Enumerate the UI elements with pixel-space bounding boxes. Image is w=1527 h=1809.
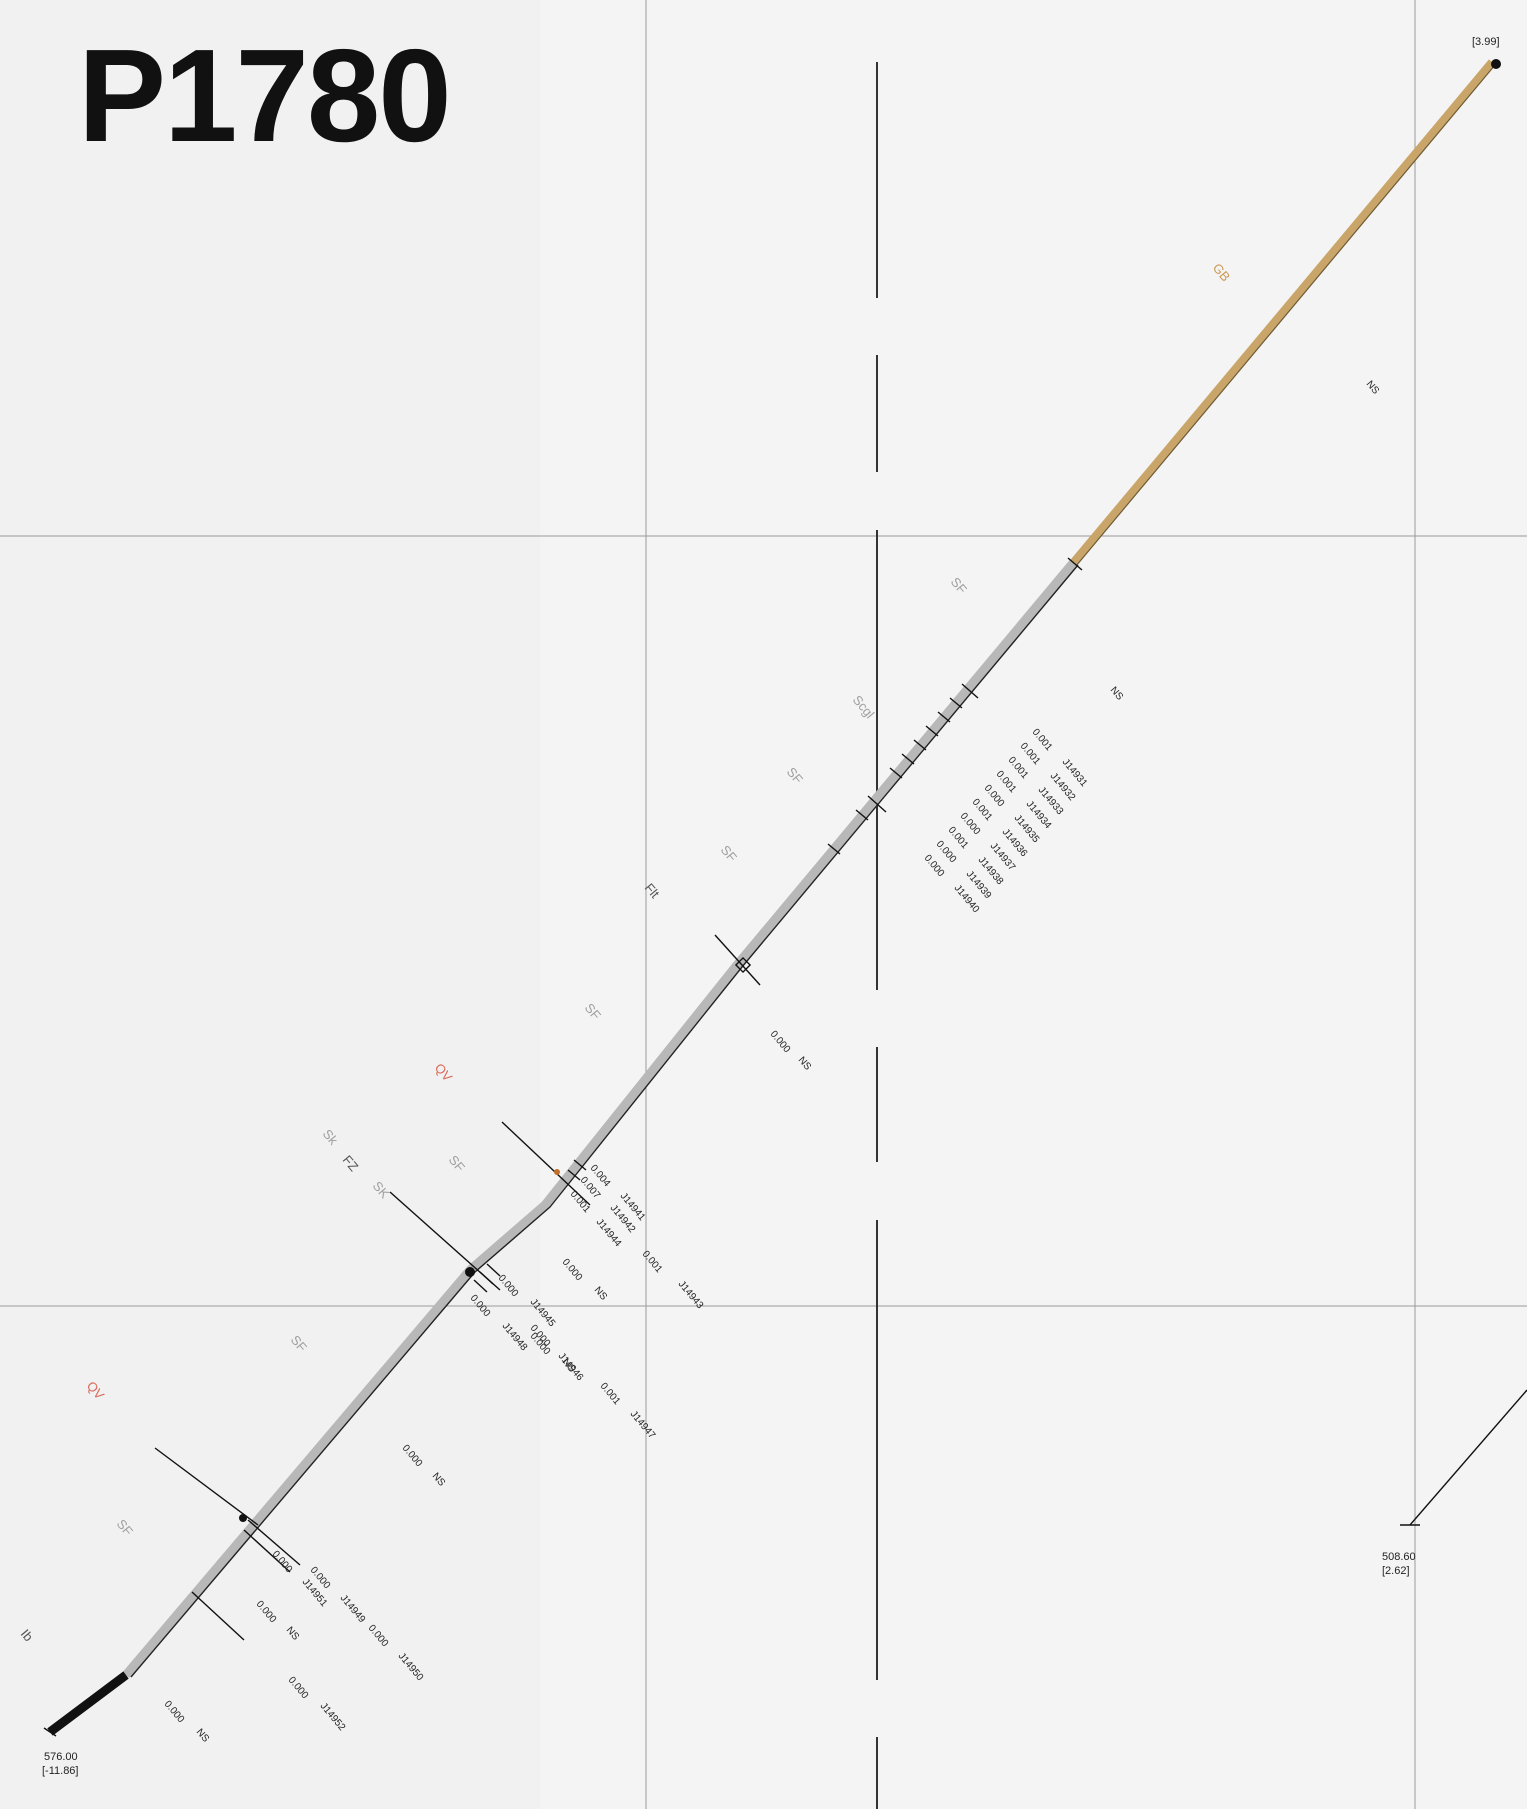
sample-id: J14948 [500,1321,530,1354]
tick [937,711,951,723]
geology-label: SF [114,1516,136,1538]
trace-tan-segment [1069,59,1496,566]
depth-labels: [3.99] 576.00 [-11.86] 508.60 [2.62] [42,36,1500,1777]
structure-marker-square [734,956,752,974]
geology-label: Ib [18,1626,36,1644]
sample-value: 0.000 [366,1623,391,1650]
sample-marker-dot [554,1169,560,1175]
tick [573,1159,587,1171]
not-sampled-labels: NS NS 0.000 NS 0.000 NS 0.000 NS 0.000 N… [162,379,1382,1745]
geology-label: SF [582,1000,604,1022]
tick [473,1279,488,1293]
sample-value: 0.001 [640,1249,665,1276]
section-panel-background [540,0,1527,1809]
sample-value: 0.001 [598,1381,623,1408]
sample-value: 0.000 [496,1273,521,1300]
sample-id: J14943 [676,1279,706,1312]
sample-intervals-upper: 0.001 J14931 0.001 J14932 0.001 J14933 0… [922,727,1090,916]
tick [191,1591,245,1641]
ns-value: 0.000 [254,1599,279,1626]
fault-tick [714,934,761,986]
geology-label: Flt [642,880,663,901]
geology-label: Scgl [850,692,878,721]
ns-label: NS [284,1625,302,1643]
tick [913,739,927,751]
ns-label: NS [1364,379,1382,397]
ns-label: NS [796,1055,814,1073]
geology-label: SF [948,574,970,596]
trace-tan-edge [1075,64,1496,567]
sample-id: J14950 [396,1651,426,1684]
tick [486,1263,501,1277]
geology-label: QV [432,1060,456,1084]
collar-elevation: [-11.86] [42,1765,79,1777]
ns-label: NS [194,1727,212,1745]
geology-labels: GB SF Scgl SF SF Flt SF QV SF Sk FZ SK S… [18,260,1234,1644]
geology-label: SF [288,1332,310,1354]
ns-label: NS [1108,685,1126,703]
sample-id: J14952 [318,1701,348,1734]
ns-value: 0.000 [768,1029,793,1056]
tick [949,697,963,709]
tick [567,1169,581,1181]
geology-label: Sk [320,1126,342,1148]
sample-intervals-middle: 0.004 J14941 0.007 J14942 0.001 J14943 0… [468,1163,706,1442]
sample-id: J14947 [628,1409,658,1442]
geology-label: QV [84,1378,108,1402]
ns-value: 0.000 [162,1699,187,1726]
ns-value: 0.000 [400,1443,425,1470]
collar-tick [43,1727,57,1737]
sample-marker-dot [239,1514,247,1522]
geology-label: SK [370,1178,393,1201]
trace-gray-edge [130,564,1079,1678]
sample-id: J14945 [528,1297,558,1330]
interval-marker-long [154,1447,259,1526]
tick [925,725,939,737]
geology-label: SF [446,1152,468,1174]
trace-gray-segment [122,560,1077,1678]
hole-id-title: P1780 [78,22,452,169]
trace-ticks [43,557,1527,1737]
tick [889,767,903,779]
drill-trace [47,59,1496,1736]
collar-depth: 576.00 [44,1751,78,1763]
tick [1067,557,1083,571]
sample-value: 0.000 [286,1675,311,1702]
geology-label: SF [718,842,740,864]
ns-value: 0.000 [560,1257,585,1284]
sample-id: J14949 [338,1593,368,1626]
tick [827,843,841,855]
ns-label: NS [430,1471,448,1489]
tick [867,795,887,813]
offset-hole-trace [1409,1389,1527,1526]
trace-black-segment [47,1671,129,1736]
offset-hole-elevation: [2.62] [1382,1565,1410,1577]
tick [247,1519,301,1566]
interval-marker-long [501,1121,591,1206]
tick [243,1529,291,1573]
tick [855,809,869,821]
geology-label: GB [1210,260,1234,284]
end-of-hole-marker [1491,59,1501,69]
tick [961,683,979,699]
sample-marker-dot [465,1267,475,1277]
ns-label: NS [592,1285,610,1303]
sample-value: 0.000 [270,1549,295,1576]
tick [479,1271,494,1285]
end-of-hole-elevation: [3.99] [1472,36,1500,48]
offset-hole-depth: 508.60 [1382,1551,1416,1563]
geology-label: SF [784,764,806,786]
sample-value: 0.000 [922,853,947,880]
tick [901,753,915,765]
geology-label: FZ [340,1152,362,1174]
